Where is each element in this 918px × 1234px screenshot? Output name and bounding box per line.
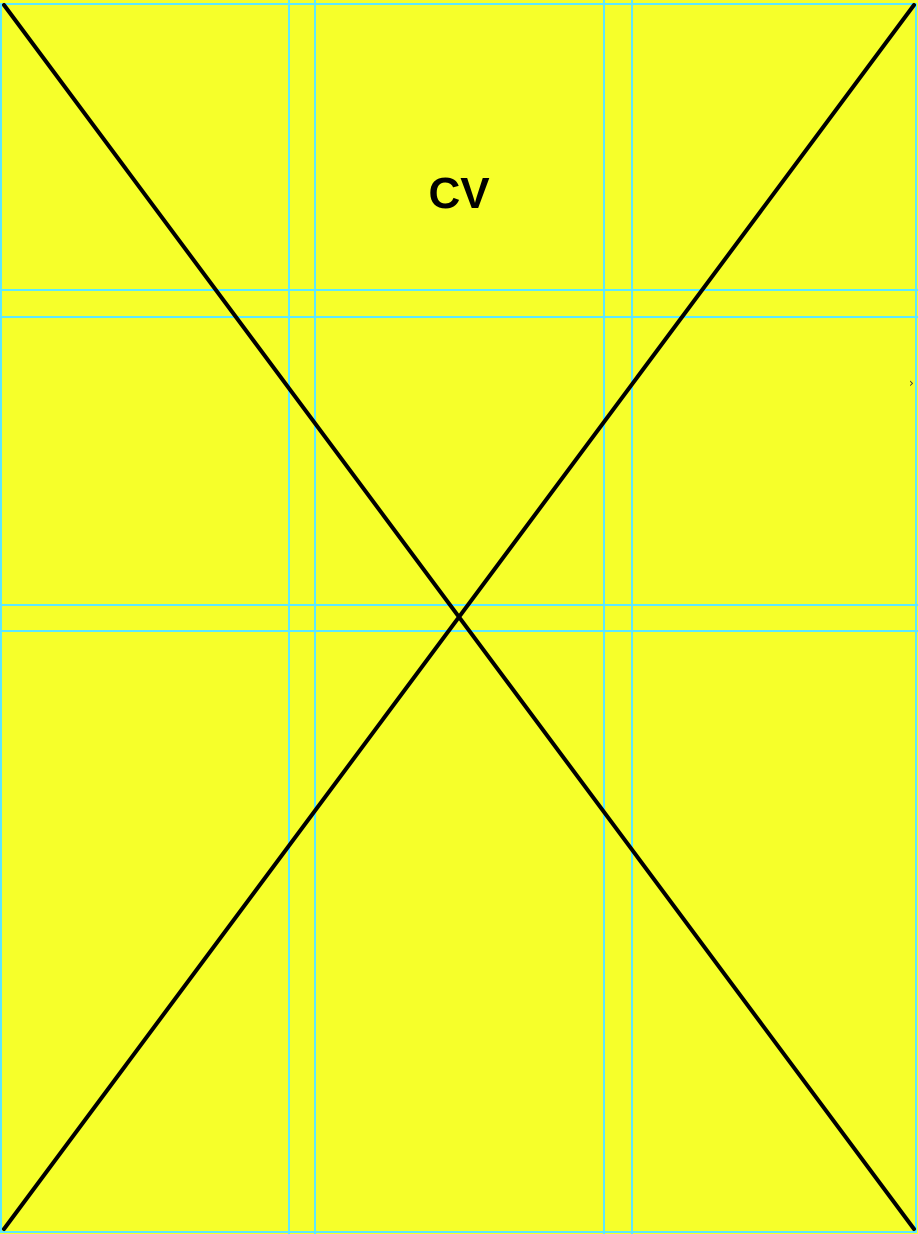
page-title: CV — [428, 169, 490, 218]
outer-guide-border — [0, 3, 917, 1233]
chevron-right-icon: › — [909, 376, 914, 390]
cross-line-diagonal-up — [2, 3, 916, 1231]
